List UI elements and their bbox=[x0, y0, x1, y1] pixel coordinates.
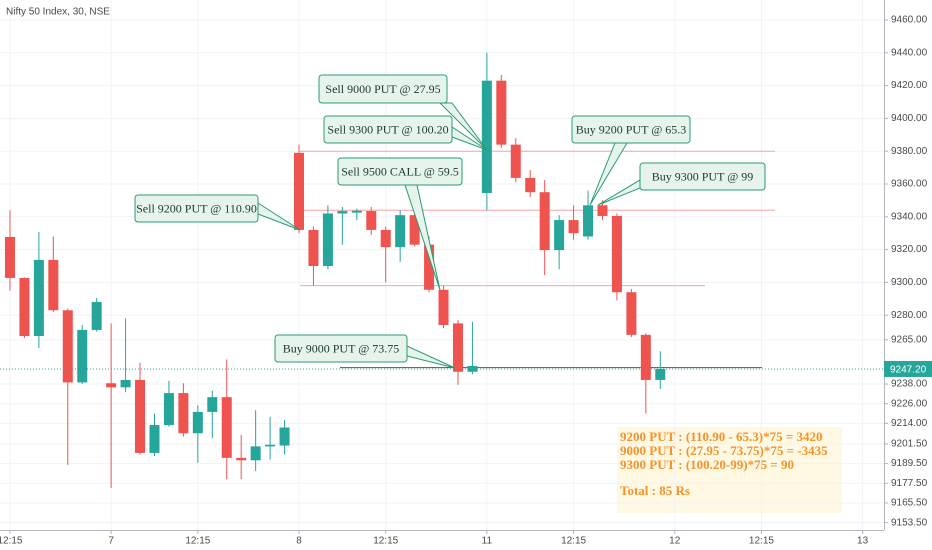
pnl-line: Total : 85 Rs bbox=[620, 483, 690, 498]
callout-text: Sell 9200 PUT @ 110.90 bbox=[136, 201, 257, 215]
pnl-box bbox=[617, 427, 842, 513]
candle-body bbox=[279, 427, 290, 446]
candle-body bbox=[611, 215, 622, 293]
pnl-line: 9200 PUT : (110.90 - 65.3)*75 = 3420 bbox=[620, 429, 823, 444]
x-tick-label: 12 bbox=[669, 536, 681, 547]
candle-body bbox=[583, 205, 594, 237]
x-tick-label: 13 bbox=[857, 536, 869, 547]
candle-body bbox=[395, 215, 406, 248]
candle-body bbox=[481, 80, 492, 194]
x-tick-label: 12:15 bbox=[561, 536, 586, 547]
candle-body bbox=[351, 210, 362, 213]
y-tick-label: 9300.00 bbox=[891, 277, 928, 288]
last-price-label: 9247.20 bbox=[890, 365, 927, 376]
candle-body bbox=[77, 329, 88, 383]
callout-box bbox=[318, 74, 448, 104]
candle-body bbox=[4, 236, 15, 278]
y-tick-label: 9460.00 bbox=[891, 15, 928, 26]
candle-body bbox=[48, 259, 59, 311]
y-tick-label: 9238.00 bbox=[891, 379, 928, 390]
candle-body bbox=[149, 425, 160, 453]
candle-body bbox=[554, 220, 565, 251]
x-tick-label: 7 bbox=[108, 536, 114, 547]
candle-body bbox=[380, 229, 391, 248]
callout-box bbox=[639, 162, 766, 191]
candle-body bbox=[424, 244, 435, 290]
y-tick-label: 9440.00 bbox=[891, 47, 928, 58]
candle-body bbox=[626, 292, 637, 335]
callout-text: Sell 9300 PUT @ 100.20 bbox=[327, 122, 448, 136]
candle-body bbox=[163, 393, 174, 426]
callout-box bbox=[134, 194, 259, 223]
candle-body bbox=[178, 393, 189, 434]
callout-text: Sell 9500 CALL @ 59.5 bbox=[341, 164, 459, 178]
candle-body bbox=[510, 144, 521, 178]
candle-body bbox=[62, 310, 73, 383]
y-tick-label: 9340.00 bbox=[891, 211, 928, 222]
last-price-badge bbox=[884, 360, 932, 377]
candle-body bbox=[640, 334, 651, 380]
callout-text: Buy 9300 PUT @ 99 bbox=[652, 169, 754, 183]
callout-text: Sell 9000 PUT @ 27.95 bbox=[325, 82, 440, 96]
pnl-line: 9000 PUT : (27.95 - 73.75)*75 = -3435 bbox=[620, 443, 828, 458]
candle-body bbox=[597, 205, 608, 216]
y-tick-label: 9320.00 bbox=[891, 244, 928, 255]
x-tick-label: 12:15 bbox=[185, 536, 210, 547]
chart-title: Nifty 50 Index, 30, NSE bbox=[6, 7, 110, 18]
candle-body bbox=[91, 302, 102, 330]
callout-text: Buy 9000 PUT @ 73.75 bbox=[283, 341, 400, 355]
y-tick-label: 9360.00 bbox=[891, 179, 928, 190]
x-tick-label: 11 bbox=[482, 536, 493, 547]
candle-body bbox=[192, 411, 203, 434]
candle-body bbox=[568, 220, 579, 234]
y-tick-label: 9280.00 bbox=[891, 310, 928, 321]
y-tick-label: 9201.50 bbox=[891, 439, 928, 450]
candle-body bbox=[33, 259, 44, 337]
callout-box bbox=[323, 115, 453, 144]
candle-body bbox=[655, 368, 666, 380]
y-tick-label: 9420.00 bbox=[891, 80, 928, 91]
candle-body bbox=[19, 277, 30, 337]
candle-body bbox=[221, 397, 232, 458]
x-tick-label: 12:15 bbox=[0, 536, 23, 547]
y-tick-label: 9153.50 bbox=[891, 517, 928, 528]
candle-body bbox=[294, 152, 305, 230]
candle-body bbox=[322, 213, 333, 266]
candle-body bbox=[525, 177, 536, 193]
callout-box bbox=[274, 334, 408, 363]
candle-body bbox=[135, 379, 146, 453]
y-tick-label: 9380.00 bbox=[891, 146, 928, 157]
candle-body bbox=[265, 444, 276, 447]
candle-body bbox=[366, 211, 377, 230]
candle-body bbox=[496, 80, 507, 145]
y-tick-label: 9226.00 bbox=[891, 398, 928, 409]
candle-body bbox=[106, 383, 117, 388]
candle-body bbox=[308, 229, 319, 266]
candle-body bbox=[207, 397, 218, 412]
callout-box bbox=[571, 115, 691, 144]
y-tick-label: 9265.00 bbox=[891, 334, 928, 345]
pnl-line: 9300 PUT : (100.20-99)*75 = 90 bbox=[620, 457, 794, 472]
candle-body bbox=[438, 289, 449, 326]
candle-body bbox=[452, 323, 463, 372]
candle-body bbox=[337, 211, 348, 214]
candle-body bbox=[539, 192, 550, 251]
y-tick-label: 9165.50 bbox=[891, 498, 928, 509]
x-tick-label: 8 bbox=[296, 536, 302, 547]
candle-body bbox=[250, 446, 261, 461]
candle-body bbox=[467, 366, 478, 372]
candle-body bbox=[409, 215, 420, 245]
x-tick-label: 12:15 bbox=[373, 536, 398, 547]
callout-box bbox=[337, 157, 463, 186]
y-tick-label: 9177.50 bbox=[891, 478, 928, 489]
y-tick-label: 9400.00 bbox=[891, 113, 928, 124]
candle-body bbox=[120, 379, 131, 388]
y-tick-label: 9189.50 bbox=[891, 458, 928, 469]
callout-text: Buy 9200 PUT @ 65.3 bbox=[576, 122, 687, 136]
candle-body bbox=[236, 457, 247, 461]
y-tick-label: 9214.00 bbox=[891, 418, 928, 429]
x-tick-label: 12:15 bbox=[749, 536, 774, 547]
